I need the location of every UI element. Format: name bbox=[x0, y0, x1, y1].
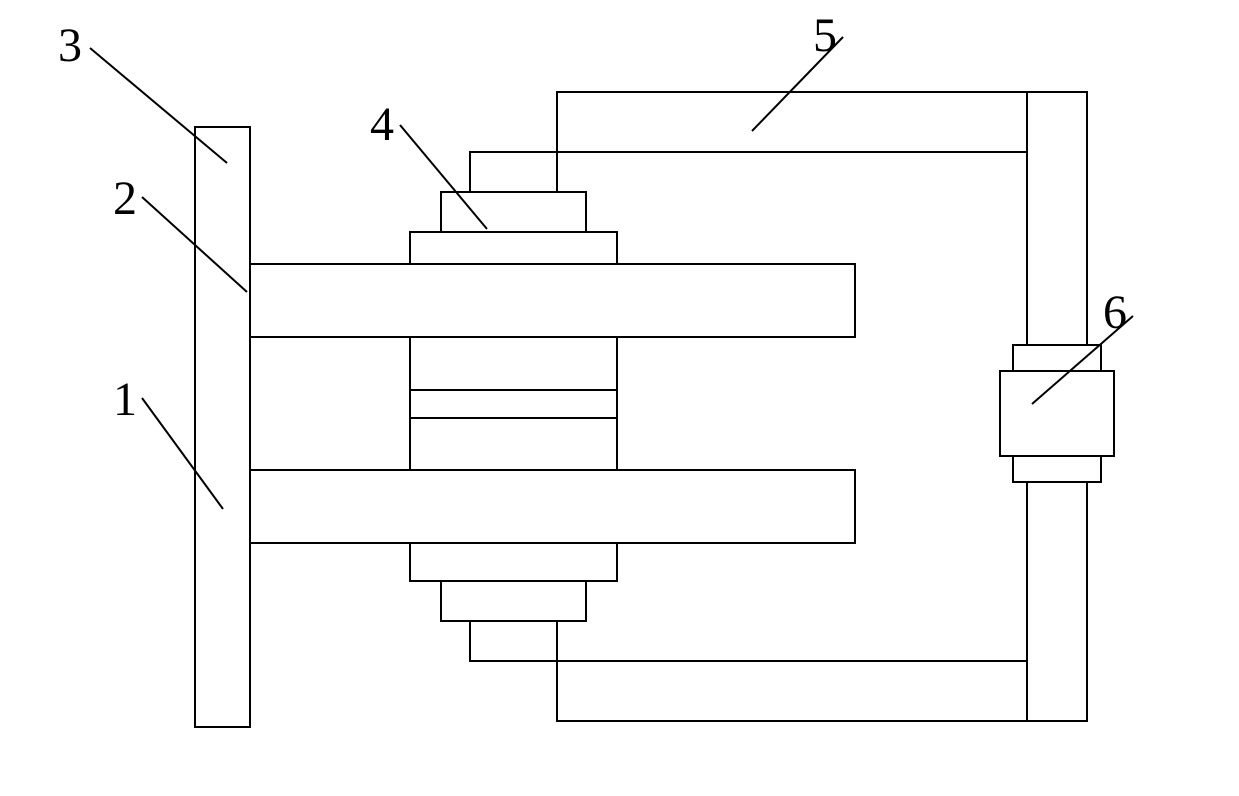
label-3: 3 bbox=[58, 18, 82, 73]
part4-top-small bbox=[470, 152, 557, 192]
part5-pipe-bottom bbox=[557, 661, 1087, 721]
leader-3 bbox=[90, 48, 227, 163]
part6-flange-top bbox=[1013, 345, 1101, 371]
label-4: 4 bbox=[370, 97, 394, 152]
part4-top-mid bbox=[441, 192, 586, 232]
part4-top-large bbox=[410, 232, 617, 264]
part6-body bbox=[1000, 371, 1114, 456]
part6-flange-bottom bbox=[1013, 456, 1101, 482]
part5-elbow-top-fill bbox=[1028, 93, 1086, 151]
shapes-layer bbox=[195, 92, 1114, 727]
part4-bot-small bbox=[470, 621, 557, 661]
part4-center-box bbox=[410, 337, 617, 470]
part5-pipe-top bbox=[557, 92, 1087, 152]
part4-bot-large bbox=[410, 543, 617, 581]
label-6: 6 bbox=[1103, 285, 1127, 340]
part2-upper-bar bbox=[250, 264, 855, 337]
diagram-canvas bbox=[0, 0, 1239, 796]
label-1: 1 bbox=[113, 372, 137, 427]
label-5: 5 bbox=[813, 8, 837, 63]
part5-elbow-bottom-fill bbox=[1028, 662, 1086, 720]
part4-bot-mid bbox=[441, 581, 586, 621]
part1-lower-bar bbox=[250, 470, 855, 543]
label-2: 2 bbox=[113, 171, 137, 226]
part3-vertical-bar bbox=[195, 127, 250, 727]
